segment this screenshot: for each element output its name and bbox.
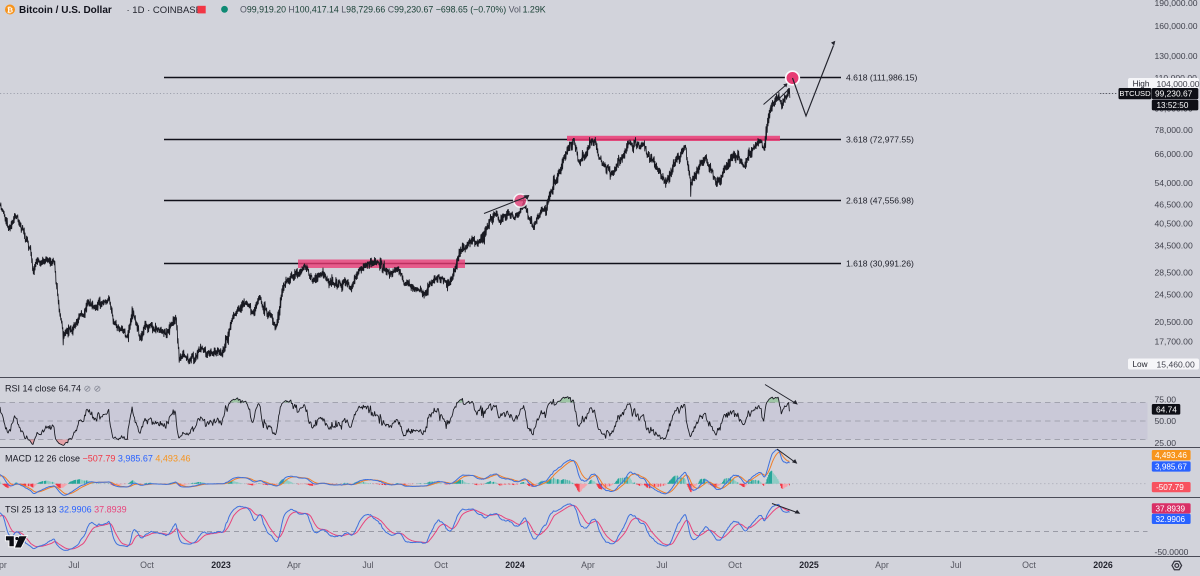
svg-text:MACD 12 26 close −507.79 3,98: MACD 12 26 close −507.79 3,985.67 4,493.…	[5, 454, 190, 464]
svg-text:Apr: Apr	[875, 560, 889, 570]
svg-text:Jul: Jul	[68, 560, 79, 570]
svg-text:75.00: 75.00	[1155, 394, 1177, 404]
svg-text:64.74: 64.74	[1156, 404, 1177, 414]
svg-text:3,985.67: 3,985.67	[1155, 463, 1187, 472]
svg-text:₿: ₿	[7, 5, 13, 14]
svg-text:2.618 (47,556.98): 2.618 (47,556.98)	[846, 196, 914, 206]
svg-text:Jul: Jul	[362, 560, 373, 570]
svg-text:15,460.00: 15,460.00	[1157, 359, 1195, 369]
svg-text:Oct: Oct	[140, 560, 154, 570]
svg-text:2026: 2026	[1093, 560, 1113, 570]
svg-text:190,000.00: 190,000.00	[1155, 0, 1198, 8]
svg-text:Oct: Oct	[1022, 560, 1036, 570]
svg-text:25.00: 25.00	[1155, 438, 1177, 448]
svg-text:· 1D · COINBASE: · 1D · COINBASE	[127, 5, 203, 16]
svg-text:O99,919.20 H100,417.14 L98,7: O99,919.20 H100,417.14 L98,729.66 C99,23…	[240, 5, 546, 15]
svg-text:TSI 25 13 13 32.9906 37.8939: TSI 25 13 13 32.9906 37.8939	[5, 505, 127, 515]
svg-text:110,000.00: 110,000.00	[1155, 73, 1198, 83]
svg-text:-50.0000: -50.0000	[1155, 547, 1189, 557]
svg-text:Jul: Jul	[656, 560, 667, 570]
svg-text:2025: 2025	[799, 560, 819, 570]
svg-text:1.618 (30,991.26): 1.618 (30,991.26)	[846, 259, 914, 269]
svg-text:Apr: Apr	[287, 560, 301, 570]
svg-text:32.9906: 32.9906	[1156, 515, 1186, 524]
svg-text:17,700.00: 17,700.00	[1155, 337, 1193, 347]
svg-text:Apr: Apr	[581, 560, 595, 570]
svg-text:46,500.00: 46,500.00	[1155, 200, 1193, 210]
svg-text:20,500.00: 20,500.00	[1155, 317, 1193, 327]
svg-text:66,000.00: 66,000.00	[1155, 149, 1193, 159]
svg-text:3.618 (72,977.55): 3.618 (72,977.55)	[846, 135, 914, 145]
svg-text:Oct: Oct	[434, 560, 448, 570]
svg-text:4.618 (111,986.15): 4.618 (111,986.15)	[846, 73, 917, 83]
svg-text:Oct: Oct	[728, 560, 742, 570]
svg-text:-507.79: -507.79	[1156, 483, 1184, 492]
svg-text:50.00: 50.00	[1155, 416, 1177, 426]
svg-text:4,493.46: 4,493.46	[1155, 451, 1187, 460]
svg-text:RSI 14 close 64.74 ⊘ ⊘: RSI 14 close 64.74 ⊘ ⊘	[5, 384, 101, 394]
svg-text:2024: 2024	[505, 560, 525, 570]
svg-text:54,000.00: 54,000.00	[1155, 178, 1193, 188]
svg-text:13:52:50: 13:52:50	[1157, 101, 1189, 110]
svg-text:24,500.00: 24,500.00	[1155, 290, 1193, 300]
svg-text:160,000.00: 160,000.00	[1155, 21, 1198, 31]
svg-text:Apr: Apr	[0, 560, 7, 570]
svg-text:Bitcoin / U.S. Dollar: Bitcoin / U.S. Dollar	[19, 5, 112, 16]
svg-text:High: High	[1133, 79, 1150, 88]
svg-text:78,000.00: 78,000.00	[1155, 125, 1193, 135]
svg-text:BTCUSD: BTCUSD	[1119, 89, 1151, 98]
svg-text:130,000.00: 130,000.00	[1155, 51, 1198, 61]
svg-text:40,500.00: 40,500.00	[1155, 219, 1193, 229]
svg-text:37.8939: 37.8939	[1156, 505, 1186, 514]
svg-text:34,500.00: 34,500.00	[1155, 241, 1193, 251]
svg-text:Jul: Jul	[950, 560, 961, 570]
svg-text:2023: 2023	[211, 560, 231, 570]
svg-text:28,500.00: 28,500.00	[1155, 268, 1193, 278]
svg-text:99,230.67: 99,230.67	[1155, 88, 1193, 98]
svg-text:104,000.00: 104,000.00	[1157, 79, 1200, 89]
svg-text:Low: Low	[1132, 360, 1147, 369]
